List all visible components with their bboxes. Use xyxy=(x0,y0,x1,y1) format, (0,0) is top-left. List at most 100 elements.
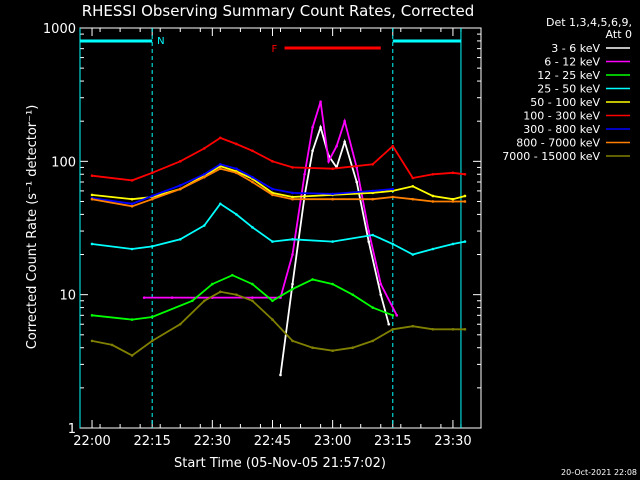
series-point xyxy=(211,282,214,286)
series-point xyxy=(235,171,238,175)
series-point xyxy=(130,179,134,182)
series-point xyxy=(219,290,222,294)
legend-header-detectors: Det 1,3,4,5,6,9, xyxy=(546,16,632,29)
series-point xyxy=(463,200,467,203)
series-point xyxy=(303,172,306,176)
series-point xyxy=(291,287,294,291)
series-line xyxy=(144,101,398,316)
series-point xyxy=(150,197,154,201)
series-line xyxy=(91,290,465,357)
legend-entry-label: 3 - 6 keV xyxy=(551,42,600,55)
series-point xyxy=(150,315,154,319)
series-point xyxy=(379,293,383,296)
series-point xyxy=(219,202,222,206)
series-point xyxy=(251,296,254,299)
series-point xyxy=(351,346,354,350)
legend-entry-label: 100 - 300 keV xyxy=(523,110,600,123)
series-point xyxy=(463,240,467,243)
series-point xyxy=(331,349,334,352)
series-point xyxy=(311,149,314,153)
y-axis-label: Corrected Count Rate (s⁻¹ detector⁻¹) xyxy=(25,105,40,350)
series-point xyxy=(90,242,94,246)
series-point xyxy=(231,273,234,277)
series-point xyxy=(291,191,294,195)
series-point xyxy=(130,247,134,251)
series-point xyxy=(431,200,435,203)
series-point xyxy=(150,194,154,198)
series-point xyxy=(190,299,194,303)
series-point xyxy=(291,253,294,256)
series-point xyxy=(335,144,338,148)
series-point xyxy=(150,339,154,343)
series-point xyxy=(331,192,334,196)
series-line xyxy=(91,274,394,321)
series-point xyxy=(311,125,314,129)
series-point xyxy=(130,318,134,321)
series-point xyxy=(219,136,222,140)
series-point xyxy=(391,195,395,199)
legend-entry-label: 7000 - 15000 keV xyxy=(502,150,600,163)
series-point xyxy=(291,197,294,201)
series-point xyxy=(178,187,182,191)
series-point xyxy=(431,327,435,331)
series-point xyxy=(203,224,206,227)
series-point xyxy=(203,147,206,150)
series-point xyxy=(271,187,274,191)
series-point xyxy=(371,197,375,201)
series-point xyxy=(311,278,314,281)
series-point xyxy=(90,174,94,178)
series-point xyxy=(178,322,182,326)
series-point xyxy=(130,197,134,201)
series-point xyxy=(431,194,435,198)
series-point xyxy=(235,142,238,146)
series-point xyxy=(110,343,114,347)
series-point xyxy=(130,354,134,357)
series-point xyxy=(251,180,254,184)
legend-entry-label: 25 - 50 keV xyxy=(537,83,600,96)
series-point xyxy=(291,238,294,241)
series-point xyxy=(331,197,334,201)
legend-entry-label: 800 - 7000 keV xyxy=(516,137,600,150)
series-point xyxy=(371,189,375,193)
series-point xyxy=(291,195,294,199)
series-point xyxy=(291,282,294,286)
series-point xyxy=(391,327,395,331)
y-tick-label: 100 xyxy=(51,155,76,170)
series-point xyxy=(411,324,415,328)
x-tick-label: 23:15 xyxy=(374,434,411,449)
series-point xyxy=(371,191,375,195)
series-point xyxy=(391,242,395,246)
series-point xyxy=(271,160,274,163)
series-point xyxy=(319,125,322,129)
legend-entry-label: 12 - 25 keV xyxy=(537,69,600,82)
series-point xyxy=(319,100,322,104)
series-point xyxy=(251,226,254,229)
series-point xyxy=(251,149,254,153)
x-tick-label: 23:00 xyxy=(314,434,351,449)
series-point xyxy=(411,176,415,180)
series-point xyxy=(90,339,94,343)
x-tick-label: 22:00 xyxy=(73,434,110,449)
series-point xyxy=(142,296,146,299)
series-point xyxy=(150,171,154,175)
series-point xyxy=(411,197,415,201)
series-point xyxy=(219,167,222,171)
series-point xyxy=(90,193,94,197)
series-point xyxy=(351,293,354,296)
series-point xyxy=(331,282,334,286)
series-point xyxy=(451,327,455,331)
series-point xyxy=(451,197,455,201)
series-point xyxy=(251,299,254,303)
x-tick-label: 23:30 xyxy=(434,434,471,449)
series-point xyxy=(431,247,435,251)
footer-timestamp: 20-Oct-2021 22:08 xyxy=(561,468,637,477)
y-tick-label: 1000 xyxy=(43,22,76,37)
series-point xyxy=(271,318,274,321)
series-point xyxy=(371,233,375,237)
series-point xyxy=(371,339,375,343)
series-point xyxy=(451,200,455,203)
series-point xyxy=(130,204,134,208)
legend-entry-label: 300 - 800 keV xyxy=(523,123,600,136)
series-point xyxy=(331,240,334,243)
